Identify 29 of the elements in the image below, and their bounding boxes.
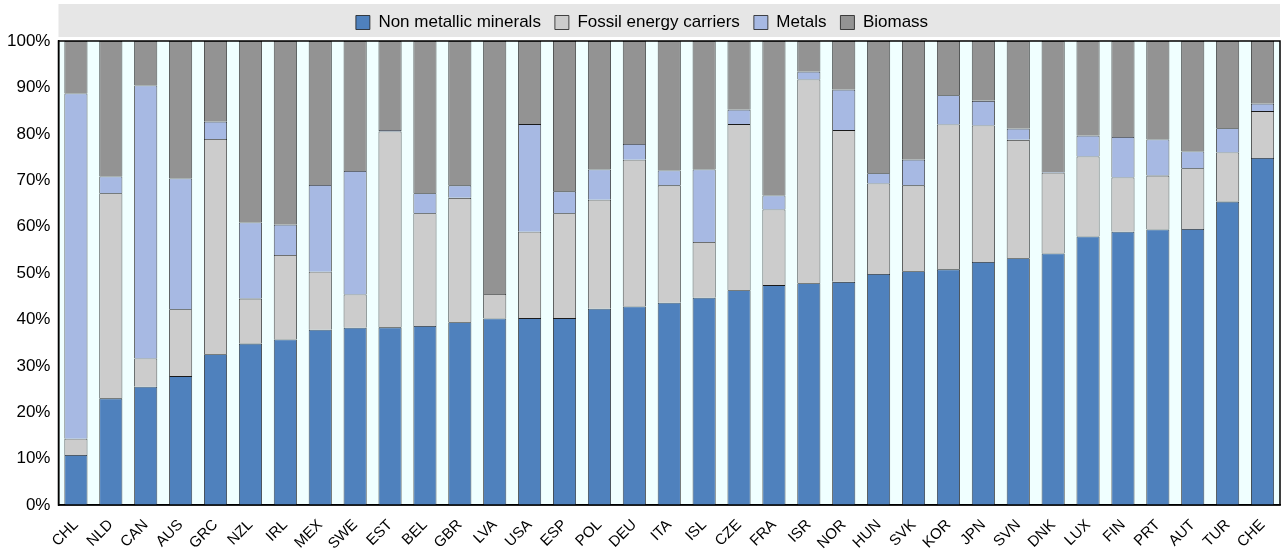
y-tick-label: 100%	[7, 30, 51, 50]
x-tick-label: ISL	[681, 515, 710, 544]
x-tick-label: IRL	[261, 515, 291, 545]
legend-label: Fossil energy carriers	[577, 12, 740, 32]
x-tick-label: FRA	[745, 515, 779, 549]
x-tick-label: ITA	[646, 515, 675, 544]
x-tick-label: CHL	[47, 515, 81, 549]
x-tick-label: NZL	[223, 515, 256, 548]
y-tick-label: 40%	[16, 309, 51, 329]
legend-label: Non metallic minerals	[378, 12, 541, 32]
x-tick-label: LVA	[469, 515, 500, 547]
x-tick-label: CZE	[710, 515, 745, 549]
y-tick-label: 60%	[16, 216, 51, 236]
y-tick-label: 10%	[16, 448, 51, 468]
y-tick-label: 90%	[16, 77, 51, 97]
x-tick-label: BEL	[397, 515, 430, 548]
x-tick-label: FIN	[1098, 515, 1128, 545]
y-tick-label: 0%	[25, 494, 51, 514]
x-tick-label: POL	[571, 515, 605, 549]
legend-label: Biomass	[862, 12, 929, 32]
y-tick-label: 80%	[16, 123, 51, 143]
x-tick-label: TUR	[1198, 515, 1233, 550]
x-tick-label: USA	[500, 515, 535, 550]
legend-label: Metals	[776, 12, 827, 32]
x-tick-label: ISR	[784, 515, 814, 546]
y-tick-label: 70%	[16, 169, 51, 189]
y-tick-label: 30%	[16, 355, 51, 375]
y-tick-label: 20%	[16, 401, 51, 421]
y-tick-label: 50%	[16, 262, 51, 282]
